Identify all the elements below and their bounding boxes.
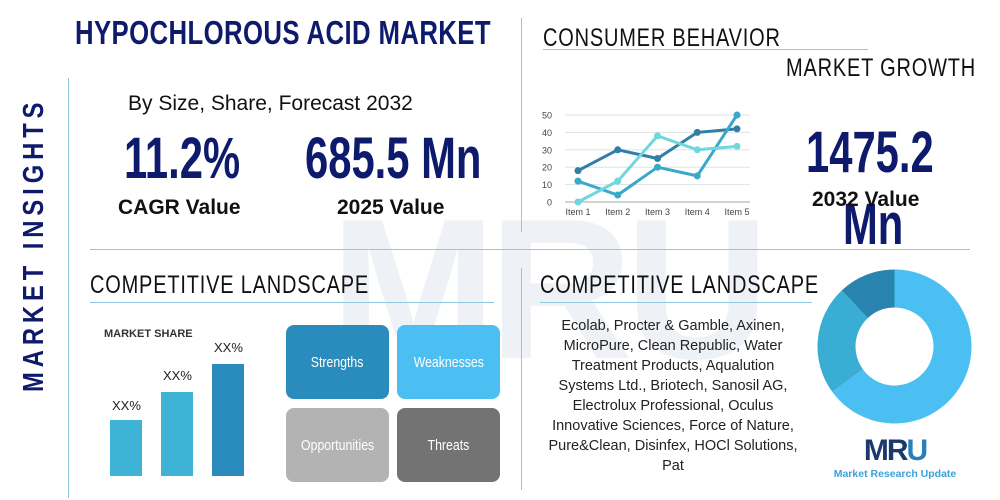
logo-mark-mr: MR bbox=[863, 434, 909, 467]
swot-opportunities: Opportunities bbox=[286, 408, 389, 482]
bar-1-label: XX% bbox=[112, 398, 141, 413]
mru-logo: MRU Market Research Update bbox=[830, 436, 960, 496]
svg-text:Item 1: Item 1 bbox=[565, 207, 590, 217]
market-share-label: MARKET SHARE bbox=[104, 328, 193, 340]
cagr-label: CAGR Value bbox=[118, 196, 241, 219]
divider-horizontal bbox=[90, 249, 970, 250]
divider-mid-bottom bbox=[521, 268, 522, 490]
svg-text:30: 30 bbox=[542, 145, 552, 155]
svg-text:Item 5: Item 5 bbox=[724, 207, 749, 217]
bar-2 bbox=[161, 392, 193, 476]
bar-3 bbox=[212, 364, 244, 476]
value-2032: 1475.2 bbox=[806, 120, 934, 185]
page-title: HYPOCHLOROUS ACID MARKET bbox=[75, 14, 491, 51]
svg-text:0: 0 bbox=[547, 198, 552, 208]
consumer-behavior-line-chart: 0 10 20 30 40 50 Item 1 Item 2 Item 3 Item 4 Item … bbox=[542, 111, 750, 217]
swot-weaknesses-label: Weaknesses bbox=[413, 353, 484, 371]
competitive-right-underline bbox=[540, 302, 812, 303]
bar-2-label: XX% bbox=[163, 368, 192, 383]
logo-mark: MRU bbox=[830, 436, 960, 466]
value-2025: 685.5 Mn bbox=[305, 126, 482, 191]
svg-text:40: 40 bbox=[542, 128, 552, 138]
swot-strengths-label: Strengths bbox=[311, 353, 364, 371]
subtitle: By Size, Share, Forecast 2032 bbox=[128, 92, 413, 115]
swot-opportunities-label: Opportunities bbox=[300, 436, 375, 454]
divider-left bbox=[68, 78, 69, 498]
value-2032-label: 2032 Value bbox=[812, 188, 920, 211]
svg-text:Item 3: Item 3 bbox=[645, 207, 670, 217]
logo-mark-u: U bbox=[906, 434, 928, 467]
swot-strengths: Strengths bbox=[286, 325, 389, 399]
value-2032-unit: Mn bbox=[843, 192, 904, 257]
company-list: Ecolab, Procter & Gamble, Axinen, MicroP… bbox=[548, 318, 798, 474]
competitive-left-underline bbox=[90, 302, 494, 303]
bar-3-label: XX% bbox=[214, 340, 243, 355]
swot-weaknesses: Weaknesses bbox=[397, 325, 500, 399]
competitive-landscape-left-title: COMPETITIVE LANDSCAPE bbox=[90, 271, 370, 299]
donut-chart bbox=[817, 269, 972, 424]
swot-threats: Threats bbox=[397, 408, 500, 482]
competitive-landscape-right-title: COMPETITIVE LANDSCAPE bbox=[540, 271, 820, 299]
svg-text:50: 50 bbox=[542, 111, 552, 121]
consumer-behavior-title: CONSUMER BEHAVIOR bbox=[543, 24, 781, 52]
svg-text:10: 10 bbox=[542, 180, 552, 190]
svg-text:Item 4: Item 4 bbox=[685, 207, 710, 217]
consumer-behavior-underline bbox=[543, 49, 868, 50]
swot-threats-label: Threats bbox=[427, 436, 470, 454]
svg-text:Item 2: Item 2 bbox=[605, 207, 630, 217]
cagr-value: 11.2% bbox=[124, 126, 241, 191]
divider-mid-top bbox=[521, 18, 522, 232]
vertical-title: MARKET INSIGHTS bbox=[18, 97, 50, 392]
bar-1 bbox=[110, 420, 142, 476]
market-growth-title: MARKET GROWTH bbox=[786, 54, 977, 82]
value-2025-label: 2025 Value bbox=[337, 196, 445, 219]
logo-text: Market Research Update bbox=[833, 468, 957, 480]
svg-text:20: 20 bbox=[542, 163, 552, 173]
